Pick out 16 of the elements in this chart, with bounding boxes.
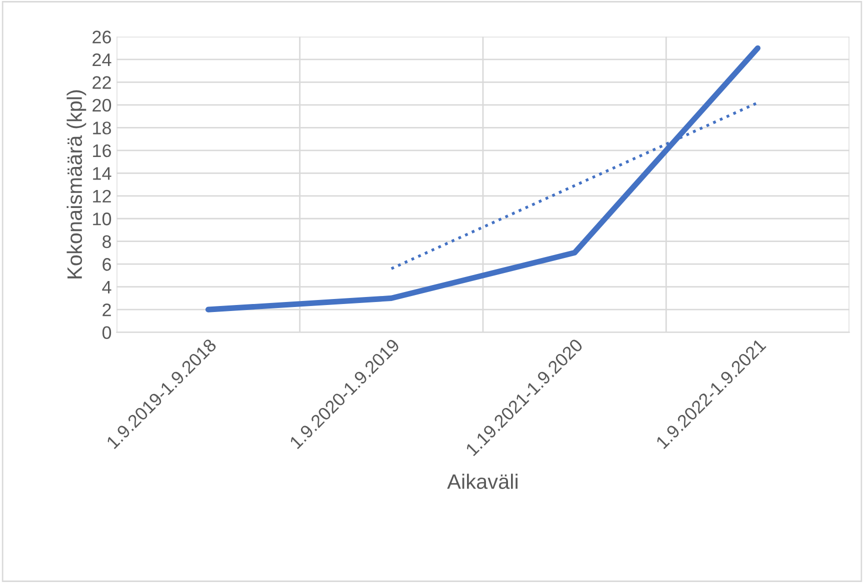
y-axis-title: Kokonaismäärä (kpl)	[66, 90, 86, 278]
y-tick-label: 16	[93, 144, 111, 158]
y-tick-label: 2	[102, 304, 111, 316]
y-tick-label: 12	[93, 190, 111, 202]
y-tick-label: 10	[93, 212, 112, 226]
y-tick-label: 6	[102, 258, 111, 271]
y-tick-label: 0	[102, 326, 112, 340]
y-tick-label: 20	[92, 98, 112, 112]
y-tick-label: 4	[102, 280, 112, 294]
y-tick-label: 24	[92, 53, 112, 66]
y-tick-label: 14	[93, 167, 112, 180]
x-axis-title: Aikaväli	[447, 474, 518, 489]
y-tick-label: 26	[92, 30, 111, 44]
y-tick-label: 8	[102, 235, 111, 248]
y-tick-label: 22	[92, 76, 111, 89]
y-tick-label: 18	[93, 122, 111, 134]
